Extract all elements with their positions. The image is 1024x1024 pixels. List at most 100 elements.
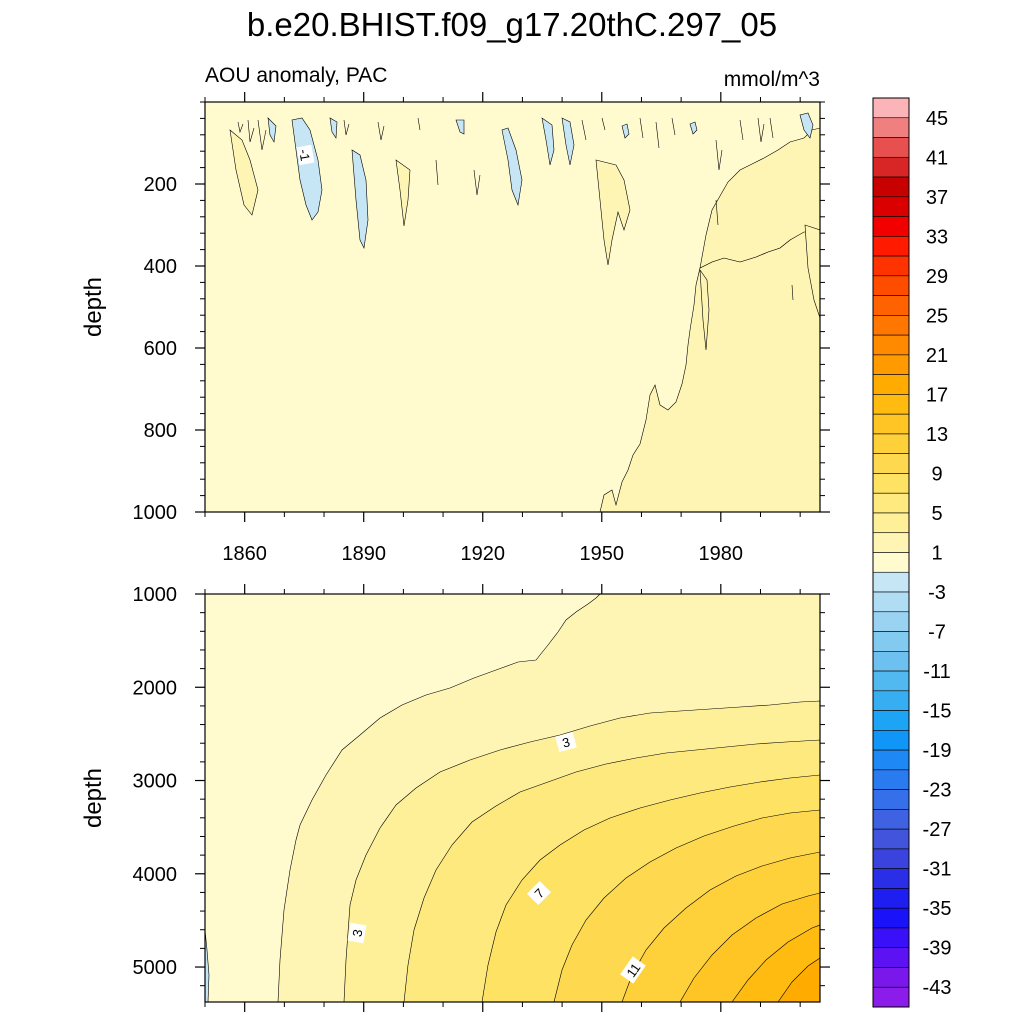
- y-tick-label: 200: [144, 174, 177, 196]
- colorbar-label: 1: [931, 543, 942, 565]
- lower-panel: 3 3 7 11 1000 2000 3000 4000 5000 depth: [80, 584, 830, 1012]
- upper-neg-patch: [799, 112, 814, 139]
- upper-neg-patch: [455, 119, 465, 135]
- y-tick-label: 5000: [133, 957, 178, 979]
- svg-text:3: 3: [561, 734, 572, 750]
- colorbar-swatch: [872, 137, 910, 158]
- svg-text:3: 3: [349, 928, 365, 938]
- lower-contour-label: 7: [526, 880, 552, 906]
- colorbar-swatch: [872, 413, 910, 435]
- colorbar-label: 9: [931, 463, 942, 485]
- y-tick-label: 4000: [133, 864, 178, 886]
- colorbar-swatch: [872, 789, 910, 810]
- lower-ylabel: depth: [80, 768, 107, 828]
- upper-patch: [804, 224, 820, 319]
- units-label: mmol/m^3: [724, 68, 820, 91]
- x-tick-label: 1980: [699, 543, 744, 565]
- colorbar-swatch: [872, 236, 910, 257]
- colorbar-label: -39: [923, 938, 952, 960]
- upper-neg-patch: [329, 117, 338, 139]
- lower-band-17-19: [777, 957, 820, 1002]
- colorbar-swatch: [872, 97, 910, 119]
- colorbar-swatch: [872, 947, 910, 968]
- x-tick-label: 1890: [341, 543, 386, 565]
- colorbar-label: 29: [926, 266, 948, 288]
- panel-subtitle: AOU anomaly, PAC: [205, 64, 387, 87]
- colorbar-swatch: [872, 255, 910, 277]
- colorbar-swatch: [872, 492, 910, 514]
- colorbar-swatch: [872, 295, 910, 316]
- x-tick-label: 1950: [580, 543, 625, 565]
- colorbar-swatch: [872, 986, 910, 1008]
- colorbar-swatch: [872, 631, 910, 652]
- upper-patch: [395, 159, 411, 227]
- colorbar-swatch: [872, 334, 910, 356]
- upper-contour-fill: [205, 102, 820, 512]
- x-tick-label: 1860: [222, 543, 267, 565]
- colorbar-label: 17: [926, 384, 948, 406]
- y-tick-label: 400: [144, 256, 177, 278]
- colorbar-label: -27: [923, 819, 952, 841]
- colorbar-swatch: [872, 591, 910, 613]
- colorbar-swatch: [872, 888, 910, 909]
- colorbar-frame: [872, 97, 910, 1008]
- upper-ylabel: depth: [80, 277, 107, 337]
- colorbar-swatch: [872, 275, 910, 296]
- colorbar-swatch: [872, 453, 910, 474]
- upper-neg-patch: [689, 121, 698, 135]
- colorbar-swatch: [872, 374, 910, 395]
- colorbar-swatch: [872, 354, 910, 375]
- y-tick-label: 1000: [133, 502, 178, 524]
- colorbar-swatch: [872, 156, 910, 178]
- upper-plot-frame: [204, 101, 821, 513]
- colorbar-label: -11: [923, 661, 950, 683]
- colorbar-swatch: [872, 176, 910, 198]
- y-tick-label: 2000: [133, 677, 178, 699]
- y-tick-label: 600: [144, 338, 177, 360]
- colorbar-swatch: [872, 117, 910, 138]
- lower-contour-fill: [205, 594, 820, 1002]
- colorbar-label: 33: [926, 226, 948, 248]
- colorbar-label: -35: [923, 898, 952, 920]
- colorbar-swatch: [872, 611, 910, 632]
- colorbar-label: 25: [926, 305, 948, 327]
- colorbar-swatch: [872, 552, 910, 573]
- colorbar-label: -15: [923, 701, 952, 723]
- upper-neg-patch: [621, 123, 630, 139]
- colorbar-swatch: [872, 690, 910, 711]
- colorbar-swatch: [872, 433, 910, 454]
- colorbar-label: 45: [926, 108, 948, 130]
- colorbar-swatch: [872, 651, 910, 672]
- colorbar-swatch: [872, 730, 910, 751]
- colorbar-swatch: [872, 868, 910, 889]
- lower-edge-sliver: [205, 929, 210, 1002]
- colorbar-swatch: [872, 473, 910, 494]
- upper-neg-patch: [501, 127, 523, 207]
- y-tick-label: 800: [144, 420, 177, 442]
- colorbar-swatch: [872, 710, 910, 731]
- colorbar-label: 13: [926, 424, 948, 446]
- colorbar-swatch: [872, 216, 910, 237]
- colorbar-label: 41: [926, 147, 948, 169]
- lower-contour-label: 3: [555, 731, 577, 753]
- colorbar-swatch: [872, 967, 910, 988]
- colorbar-label: -7: [928, 622, 946, 644]
- colorbar-swatch: [872, 809, 910, 830]
- upper-contour-label: -1: [296, 144, 315, 166]
- upper-squiggles: [237, 117, 794, 301]
- upper-neg-patch: [561, 117, 575, 166]
- colorbar-label: 21: [926, 345, 948, 367]
- colorbar-swatch: [872, 749, 910, 771]
- colorbar-swatch: [872, 315, 910, 336]
- colorbar-swatch: [872, 196, 910, 217]
- colorbar-swatch: [872, 532, 910, 553]
- colorbar-label: -43: [923, 977, 952, 999]
- colorbar-label: 5: [931, 503, 942, 525]
- upper-patch: [595, 159, 631, 266]
- upper-neg-patch: [351, 149, 369, 249]
- colorbar-swatch: [872, 670, 910, 692]
- colorbar-swatch: [872, 907, 910, 929]
- lower-contour-label: 3: [347, 922, 367, 944]
- x-tick-label: 1920: [460, 543, 505, 565]
